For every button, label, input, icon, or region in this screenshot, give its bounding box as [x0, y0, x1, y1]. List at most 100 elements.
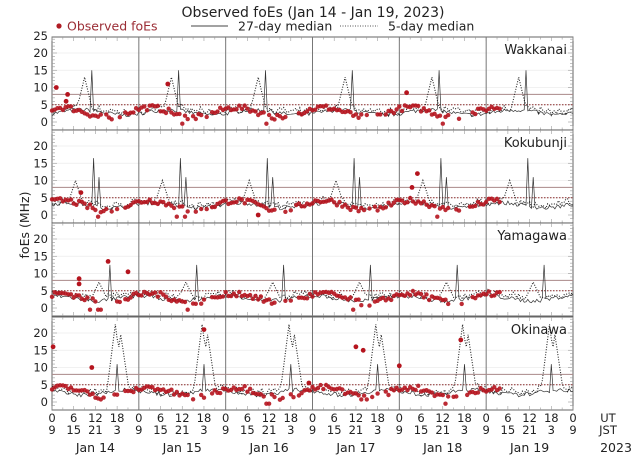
observed-point — [68, 292, 74, 297]
observed-point — [280, 395, 285, 401]
observed-point — [201, 395, 207, 400]
observed-point — [237, 103, 242, 108]
observed-point-outlier — [76, 281, 82, 287]
x-tick-label-jst: 9 — [309, 423, 316, 437]
observed-point — [201, 297, 207, 302]
x-tick-label-ut: 0 — [569, 411, 576, 425]
y-tick-label: 0 — [41, 301, 48, 315]
x-tick-label-ut: 0 — [135, 411, 142, 425]
observed-point-outlier — [404, 90, 409, 96]
x-tick-label-jst: 3 — [548, 423, 555, 437]
observed-point — [302, 204, 307, 209]
observed-point — [199, 112, 204, 118]
median-5day-line — [51, 280, 140, 303]
observed-point — [223, 198, 228, 203]
observed-point — [166, 106, 171, 111]
observed-point — [443, 401, 448, 406]
observed-point — [356, 393, 361, 398]
observed-point — [353, 205, 359, 210]
observed-point-outlier — [50, 344, 56, 350]
observed-point-outlier — [78, 190, 84, 196]
observed-point — [169, 387, 174, 392]
observed-point-outlier — [63, 98, 69, 104]
observed-point — [204, 206, 209, 212]
observed-point — [239, 386, 245, 392]
observed-point — [372, 204, 378, 209]
x-tick-label-ut: 12 — [435, 411, 450, 425]
observed-foes-points — [49, 81, 502, 126]
observed-point — [342, 202, 348, 207]
observed-point — [182, 299, 188, 305]
observed-point — [114, 392, 120, 397]
observed-point — [185, 116, 190, 122]
observed-point — [391, 200, 397, 205]
observed-point — [459, 301, 464, 307]
observed-point — [163, 294, 169, 299]
x-tick-label-jst: 3 — [113, 423, 120, 437]
x-tick-label-jst: 21 — [88, 423, 103, 437]
observed-point — [98, 112, 104, 117]
median-5day-line — [311, 280, 400, 302]
observed-point — [418, 291, 424, 297]
year-label: 2023 — [600, 440, 632, 455]
observed-point — [313, 107, 318, 112]
observed-point — [109, 117, 114, 122]
observed-point — [226, 105, 231, 110]
x-tick-label-jst: 21 — [435, 423, 450, 437]
observed-point — [378, 112, 383, 117]
observed-point — [421, 106, 426, 111]
observed-point-outlier — [360, 347, 366, 353]
observed-point — [315, 385, 321, 391]
x-tick-label-ut: 0 — [222, 411, 229, 425]
observed-point — [283, 298, 288, 303]
y-tick-label: 0 — [41, 208, 48, 222]
observed-point — [261, 110, 266, 115]
observed-point — [209, 391, 215, 396]
observed-point — [321, 386, 326, 392]
x-tick-label-jst: 3 — [287, 423, 294, 437]
observed-point — [288, 208, 293, 213]
x-tick-label-ut: 12 — [262, 411, 277, 425]
observed-point — [429, 390, 435, 395]
x-tick-label-jst: 9 — [135, 423, 142, 437]
observed-point — [117, 299, 123, 305]
y-tick-label: 15 — [33, 156, 48, 170]
observed-point — [180, 204, 185, 209]
observed-point — [264, 121, 269, 126]
observed-point — [432, 111, 437, 117]
observed-point — [337, 199, 342, 205]
day-label: Jan 14 — [75, 440, 115, 455]
observed-point — [443, 297, 448, 302]
observed-point — [150, 385, 155, 390]
observed-point — [253, 293, 258, 299]
observed-point — [87, 307, 93, 312]
observed-point — [386, 200, 391, 205]
observed-point — [152, 290, 158, 295]
observed-point — [304, 296, 310, 301]
day-label: Jan 17 — [335, 440, 375, 455]
observed-point — [288, 392, 293, 397]
median-27day-line — [138, 70, 226, 116]
observed-point — [234, 294, 239, 299]
observed-point — [497, 199, 502, 205]
observed-point — [437, 113, 443, 118]
day-label: Jan 18 — [422, 440, 462, 455]
observed-point — [190, 397, 196, 402]
observed-point — [296, 201, 302, 206]
observed-point — [104, 112, 109, 117]
x-tick-label-ut: 18 — [370, 411, 385, 425]
observed-point — [272, 394, 277, 400]
observed-point-outlier — [306, 380, 312, 386]
observed-point — [318, 382, 323, 388]
observed-point — [310, 294, 315, 299]
x-tick-label-ut: 18 — [544, 411, 559, 425]
observed-point — [90, 296, 95, 301]
station-label: Okinawa — [511, 323, 567, 338]
observed-point — [435, 214, 440, 219]
observed-point — [139, 293, 144, 298]
observed-point — [117, 115, 123, 120]
observed-point — [473, 111, 478, 117]
observed-point — [440, 392, 445, 398]
y-tick-label: 10 — [33, 81, 48, 95]
observed-point — [413, 387, 418, 393]
